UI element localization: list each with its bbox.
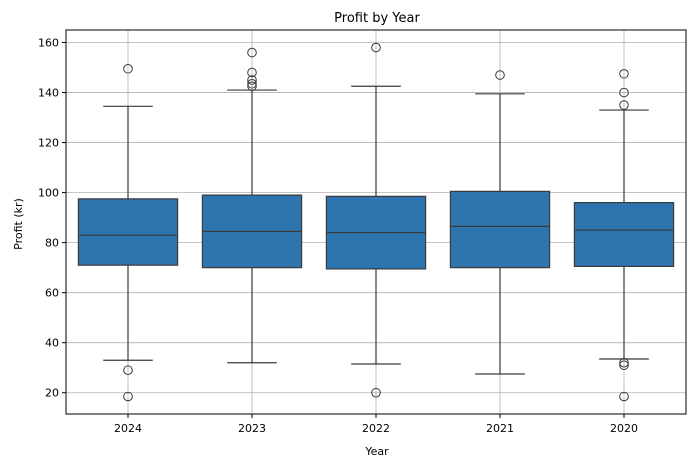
outlier-point (247, 67, 257, 78)
x-tick-label: 2022 (362, 422, 390, 435)
chart-title: Profit by Year (334, 11, 420, 26)
box-2021 (449, 70, 551, 375)
box-2020 (573, 68, 675, 402)
y-axis-label: Profit (kr) (12, 198, 25, 250)
outlier-point (619, 391, 629, 402)
outlier-point (619, 68, 629, 79)
outlier-point (619, 357, 629, 368)
y-tick-label: 80 (45, 237, 59, 250)
outlier-point (123, 365, 133, 376)
y-tick-label: 20 (45, 387, 59, 400)
outlier-point (123, 391, 133, 402)
outlier-point (123, 63, 133, 74)
box-2023 (201, 47, 303, 364)
outlier-point (619, 360, 629, 371)
y-tick-label: 40 (45, 337, 59, 350)
x-tick-label: 2024 (114, 422, 142, 435)
outlier-point (247, 78, 257, 89)
x-axis-label: Year (364, 445, 389, 458)
y-tick-label: 160 (38, 37, 59, 50)
outlier-point (619, 100, 629, 110)
outlier-point (619, 87, 629, 98)
axes: 20 40 60 80 100 120 140 160 2024 2023 2022 2021 2020 (38, 29, 687, 435)
iqr-box (573, 202, 675, 268)
x-tick-label: 2020 (610, 422, 638, 435)
y-tick-label: 120 (38, 137, 59, 150)
iqr-box (77, 198, 179, 266)
plot-elements (77, 42, 675, 402)
y-tick-label: 100 (38, 187, 59, 200)
box-2022 (325, 42, 427, 398)
outlier-point (371, 387, 381, 398)
x-tick-label: 2021 (486, 422, 514, 435)
outlier-point (247, 81, 257, 92)
outlier-point (371, 42, 381, 53)
y-tick-label: 140 (38, 87, 59, 100)
x-tick-label: 2023 (238, 422, 266, 435)
box-2024 (77, 63, 179, 402)
y-tick-label: 60 (45, 287, 59, 300)
outlier-point (495, 70, 505, 80)
iqr-box (449, 190, 551, 269)
outlier-point (247, 47, 257, 58)
outlier-point (247, 75, 257, 85)
